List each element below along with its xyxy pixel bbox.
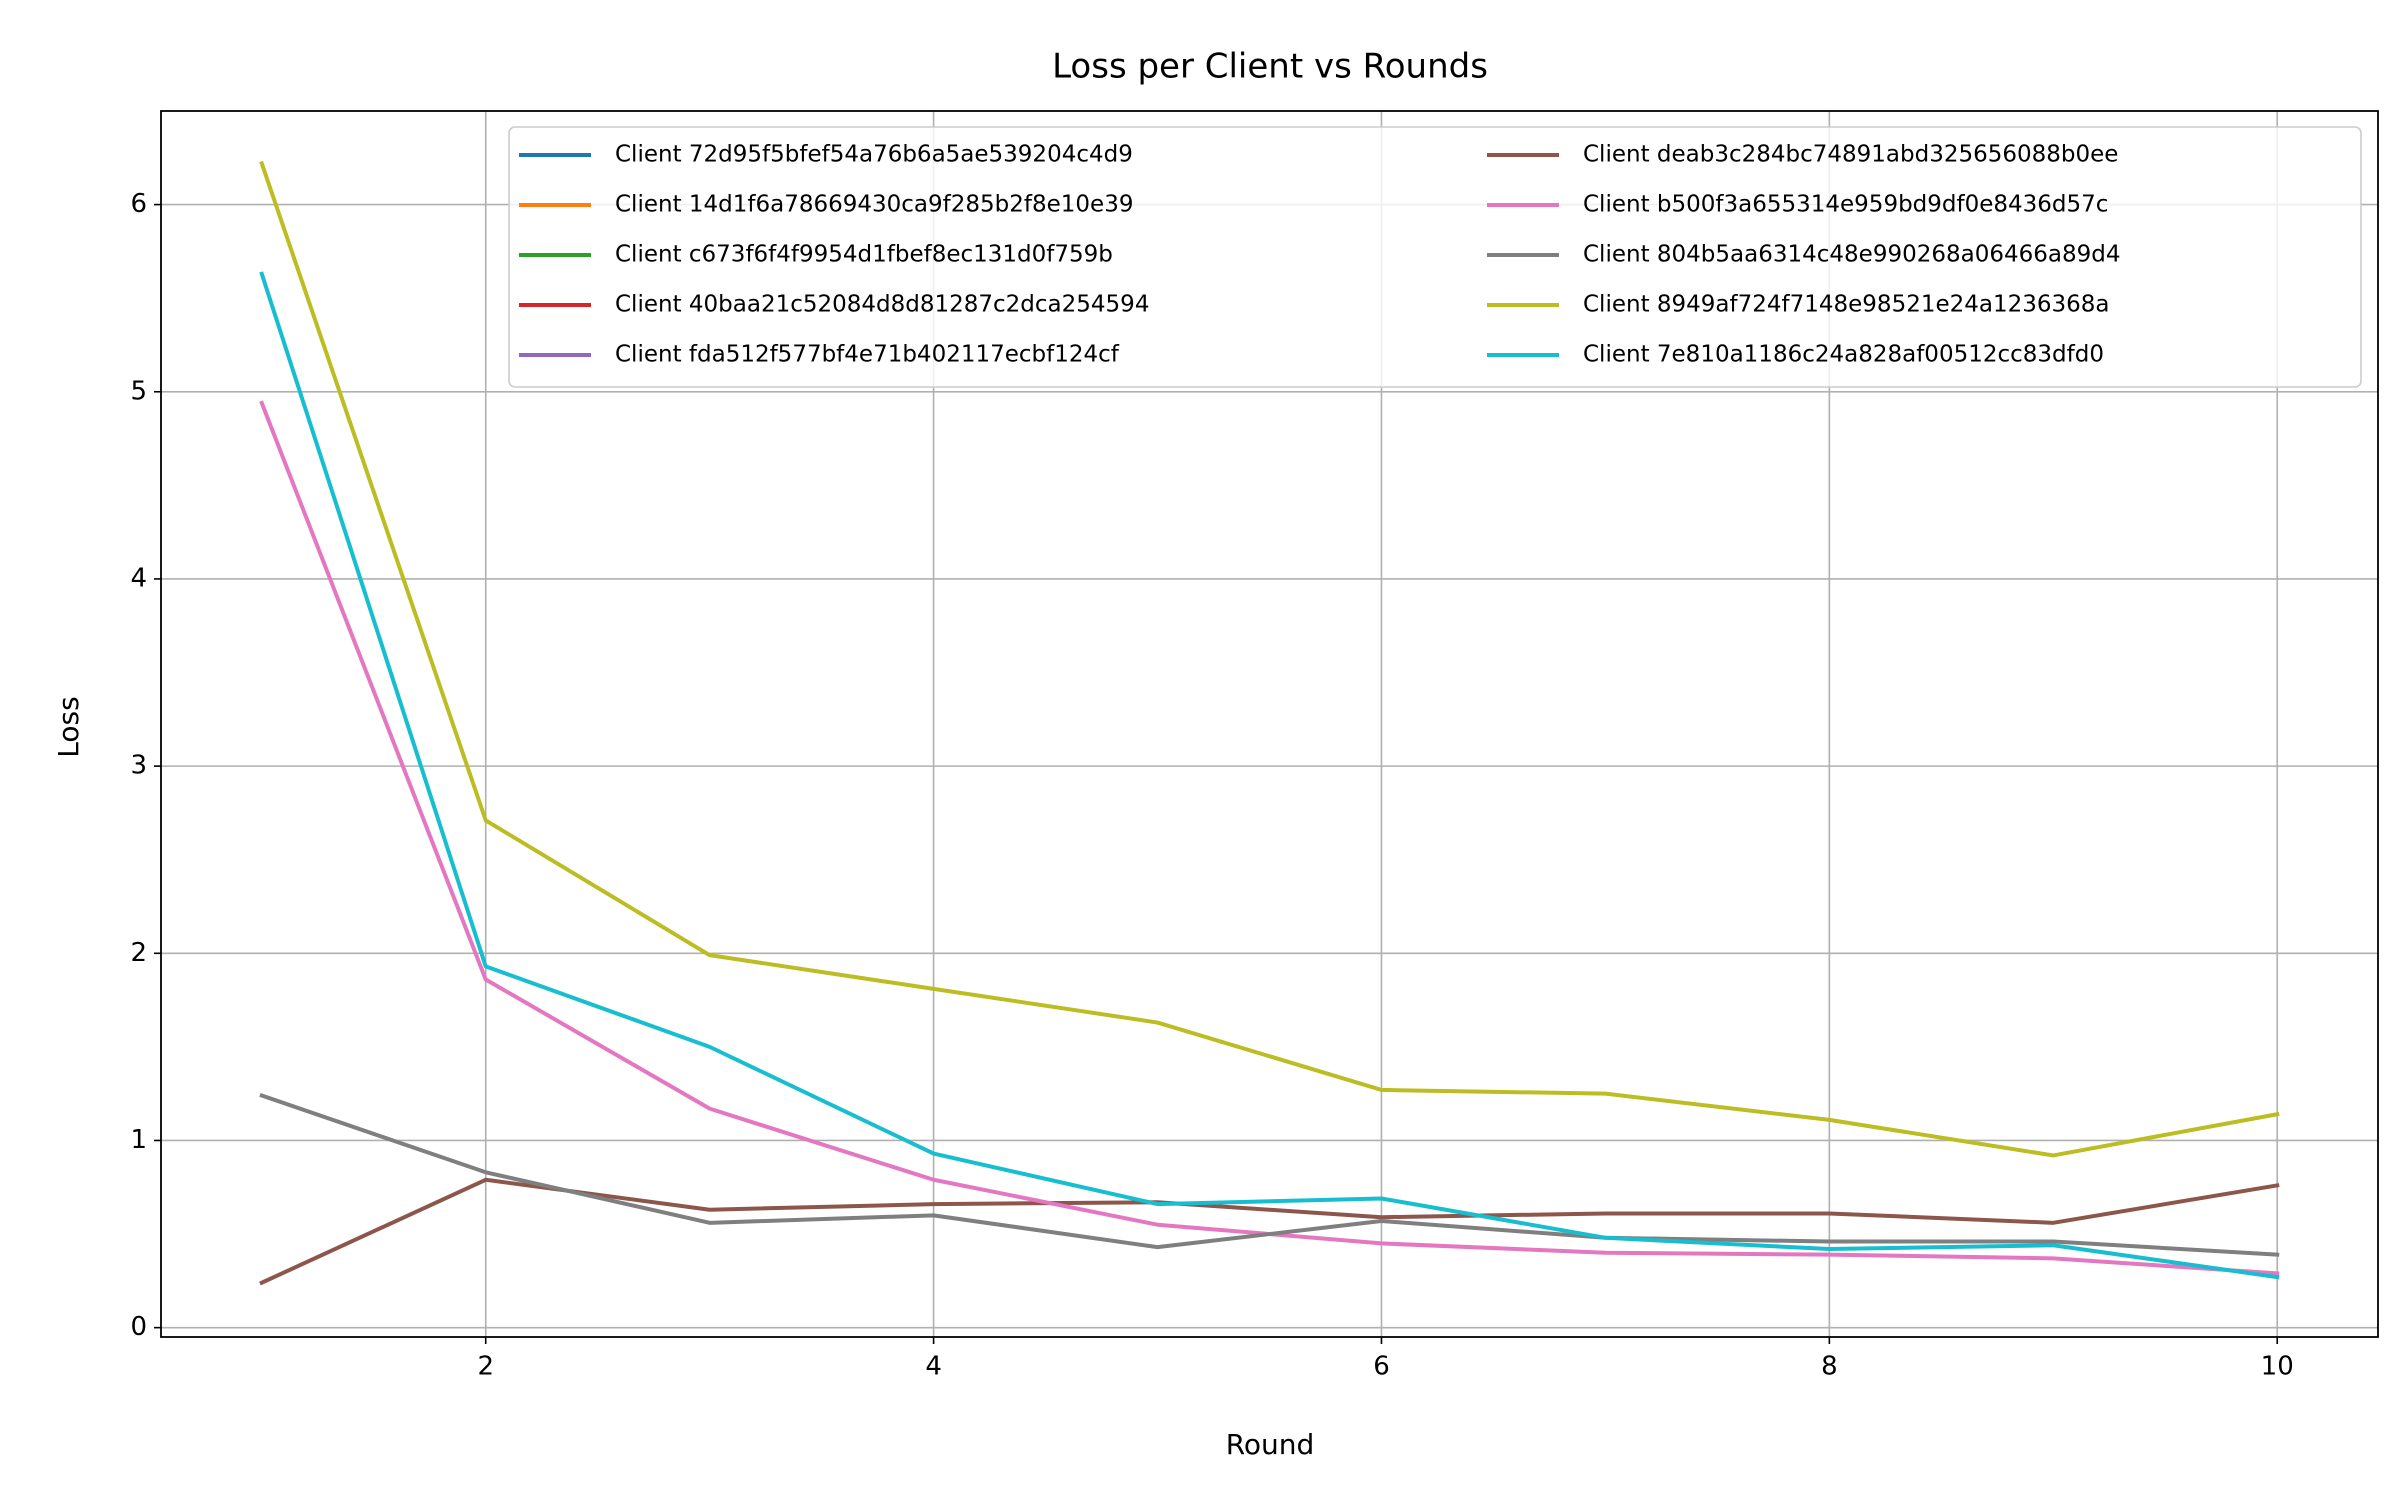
axes-frame — [160, 110, 2379, 1338]
legend-label: Client 72d95f5bfef54a76b6a5ae539204c4d9 — [615, 142, 1133, 168]
legend-label: Client 40baa21c52084d8d81287c2dca254594 — [615, 292, 1149, 318]
x-tick-label: 6 — [1373, 1352, 1390, 1382]
x-axis-label: Round — [1226, 1428, 1315, 1461]
y-tick-label: 3 — [130, 751, 147, 781]
legend-label: Client deab3c284bc74891abd325656088b0ee — [1583, 142, 2118, 168]
y-tick-label: 6 — [130, 189, 147, 219]
series-line — [259, 271, 2280, 1280]
legend-box — [508, 126, 2362, 388]
y-tick-label: 0 — [130, 1312, 147, 1342]
series-line — [259, 1092, 2280, 1257]
legend-label: Client 804b5aa6314c48e990268a06466a89d4 — [1583, 242, 2120, 268]
legend-label: Client 14d1f6a78669430ca9f285b2f8e10e39 — [615, 192, 1133, 218]
series-line — [259, 160, 2280, 1158]
series-line — [259, 1177, 2280, 1286]
legend-label: Client 7e810a1186c24a828af00512cc83dfd0 — [1583, 342, 2104, 368]
y-tick-label: 4 — [130, 563, 147, 593]
x-tick-label: 10 — [2261, 1352, 2294, 1382]
legend-label: Client c673f6f4f9954d1fbef8ec131d0f759b — [615, 242, 1113, 268]
y-tick-label: 5 — [130, 376, 147, 406]
x-tick-label: 4 — [925, 1352, 942, 1382]
legend-label: Client 8949af724f7148e98521e24a1236368a — [1583, 292, 2110, 318]
y-tick-label: 1 — [130, 1125, 147, 1155]
y-axis-label: Loss — [52, 696, 85, 757]
legend-label: Client b500f3a655314e959bd9df0e8436d57c — [1583, 192, 2108, 218]
legend-label: Client fda512f577bf4e71b402117ecbf124cf — [615, 342, 1120, 368]
chart-title: Loss per Client vs Rounds — [1052, 47, 1488, 87]
y-tick-label: 2 — [130, 938, 147, 968]
x-tick-label: 2 — [477, 1352, 494, 1382]
x-tick-label: 8 — [1821, 1352, 1838, 1382]
legend: Client 72d95f5bfef54a76b6a5ae539204c4d9 C… — [508, 126, 2362, 388]
